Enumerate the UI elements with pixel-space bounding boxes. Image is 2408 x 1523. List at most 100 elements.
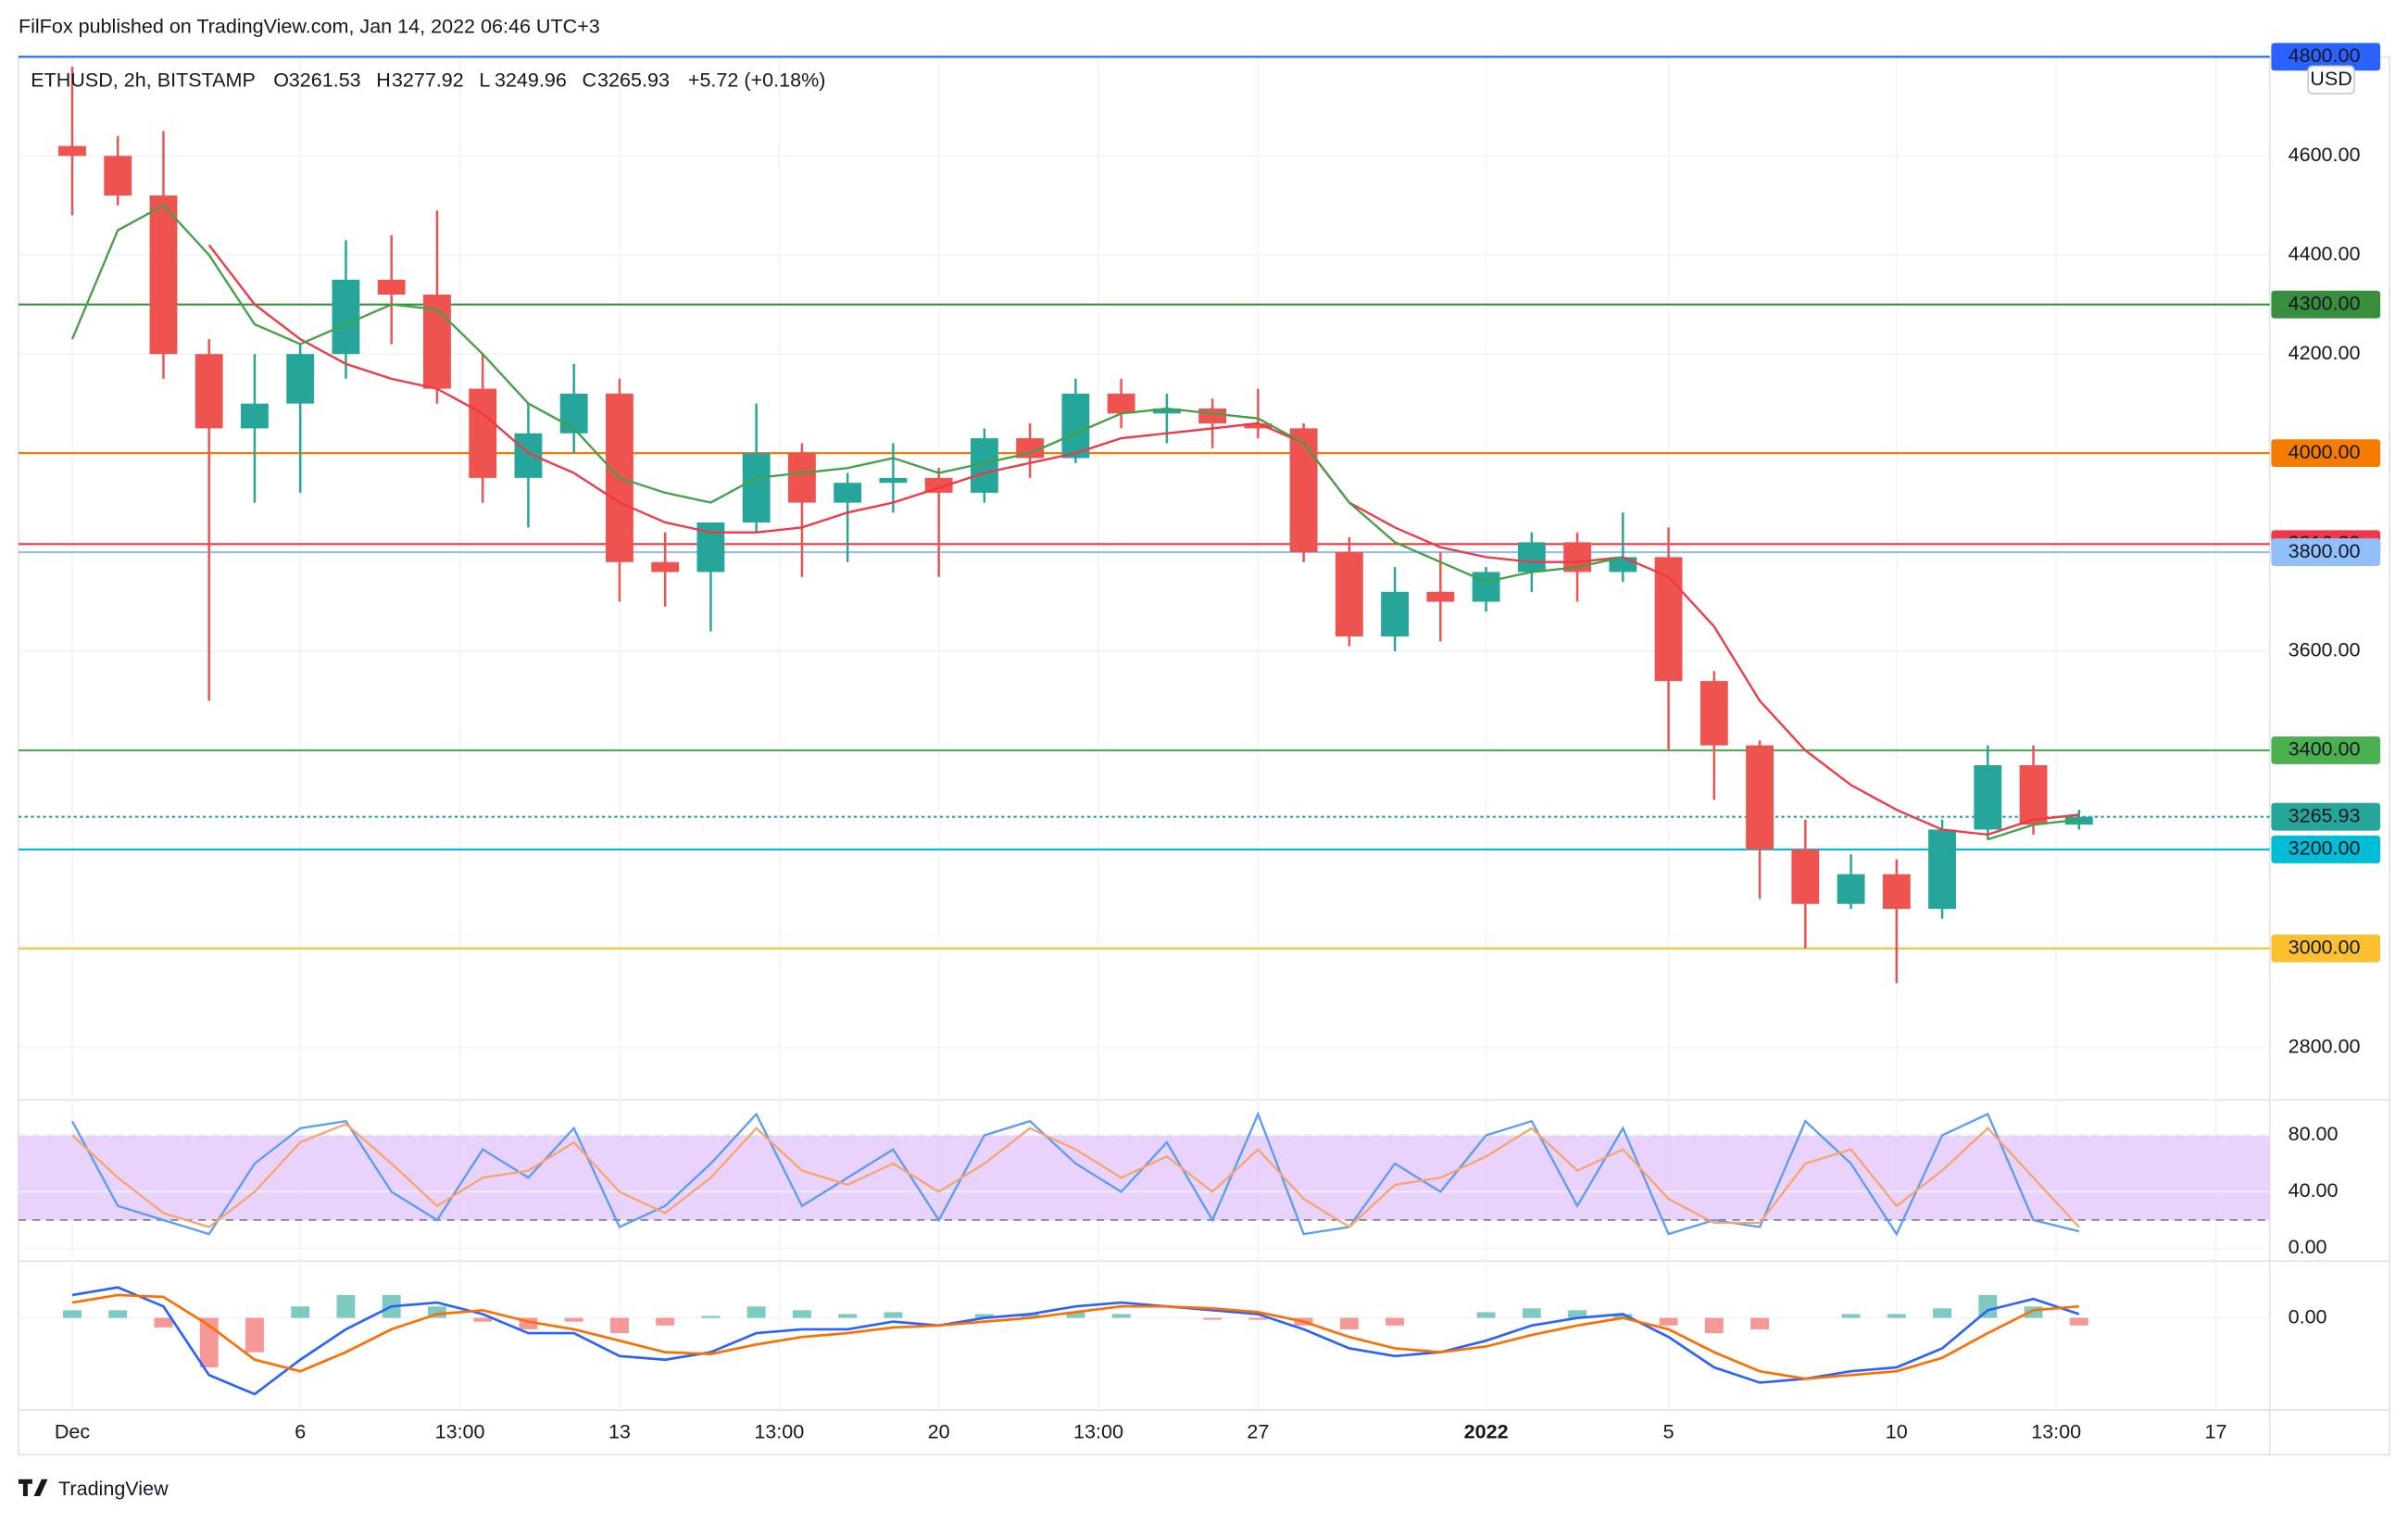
level-label-bg — [2271, 43, 2381, 71]
macd-histogram-bar — [792, 1310, 811, 1318]
candle-body — [377, 279, 406, 296]
x-tick-label: Dec — [55, 1420, 91, 1443]
candle-body — [1016, 438, 1045, 459]
macd-histogram-bar — [336, 1294, 356, 1318]
candle-body — [1746, 745, 1774, 850]
candle-body — [1517, 542, 1546, 573]
candle-body — [1837, 874, 1865, 904]
level-label-bg — [2271, 736, 2381, 764]
level-label: 3200.00 — [2289, 837, 2361, 860]
x-tick-label: 13:00 — [754, 1420, 804, 1443]
macd-histogram-bar — [1704, 1317, 1724, 1334]
quote-label: C — [582, 69, 596, 92]
y-tick-label: 3600.00 — [2289, 638, 2361, 661]
quote-value: 3277.92 — [392, 69, 464, 92]
candle-body — [149, 195, 178, 355]
level-label: 4800.00 — [2289, 44, 2361, 67]
quote-label: L — [479, 69, 490, 92]
macd-histogram-bar — [884, 1312, 903, 1318]
x-tick-label: 13:00 — [1073, 1420, 1123, 1443]
candle-body — [1244, 423, 1273, 429]
y-tick-label: 2800.00 — [2289, 1034, 2361, 1057]
moving-average — [70, 204, 2079, 841]
y-tick-label: 80.00 — [2289, 1122, 2339, 1145]
x-tick-label: 6 — [295, 1420, 306, 1443]
candle-body — [1335, 552, 1363, 636]
macd-histogram-bar — [1203, 1317, 1223, 1320]
candle-body — [469, 388, 497, 478]
level-label-bg — [2271, 934, 2381, 963]
macd-histogram-bar — [701, 1315, 721, 1318]
level-label: 3000.00 — [2289, 936, 2361, 959]
macd-histogram-bar — [1887, 1314, 1906, 1318]
macd-histogram-bar — [154, 1317, 173, 1328]
moving-average — [207, 244, 2079, 837]
candle-body — [58, 145, 86, 157]
logo: TradingView — [18, 1477, 169, 1500]
candle-body — [1152, 408, 1181, 414]
candle-body — [1472, 572, 1500, 602]
quote-label: H — [376, 69, 391, 92]
candle-body — [1198, 408, 1227, 424]
macd-histogram-bar — [1750, 1317, 1770, 1329]
quote-change: +5.72 (+0.18%) — [688, 69, 826, 92]
candle-body — [742, 453, 771, 522]
level-label: 4300.00 — [2289, 291, 2361, 314]
macd-histogram-bar — [1066, 1312, 1085, 1318]
stoch-band — [18, 1135, 2270, 1220]
macd-histogram-bar — [1339, 1317, 1359, 1329]
macd-histogram-bar — [1522, 1308, 1541, 1318]
macd-line — [71, 1293, 2079, 1380]
macd-histogram-bar — [974, 1314, 994, 1318]
macd-histogram-bar — [609, 1317, 629, 1334]
candle-body — [286, 354, 315, 404]
x-tick-label: 2022 — [1464, 1420, 1509, 1443]
macd-histogram-bar — [1386, 1317, 1405, 1326]
macd-histogram-bar — [473, 1317, 493, 1322]
macd-line — [71, 1286, 2080, 1396]
level-label: 3800.00 — [2289, 539, 2361, 562]
published-note: FilFox published on TradingView.com, Jan… — [19, 15, 600, 38]
candle-body — [1928, 829, 1956, 910]
x-tick-label: 5 — [1663, 1420, 1674, 1443]
macd-histogram-bar — [245, 1317, 264, 1353]
candle-body — [559, 393, 588, 434]
quote-label: O — [273, 69, 289, 92]
level-label-bg — [2271, 439, 2381, 468]
candle-body — [1882, 874, 1911, 910]
macd-histogram-bar — [564, 1317, 583, 1322]
x-tick-label: 13:00 — [435, 1420, 485, 1443]
header: ETHUSD, 2h, BITSTAMP — [31, 69, 256, 92]
y-tick-label: 0.00 — [2289, 1235, 2327, 1258]
x-tick-label: 17 — [2205, 1420, 2227, 1443]
y-tick-label: 4400.00 — [2289, 242, 2361, 265]
grid — [18, 57, 2270, 1411]
currency-box — [2307, 65, 2355, 94]
macd-histogram-bar — [746, 1306, 766, 1318]
level-label-bg — [2271, 290, 2381, 319]
candle-body — [241, 403, 269, 429]
level-label: 3265.93 — [2289, 803, 2361, 826]
y-tick-label: 4600.00 — [2289, 143, 2361, 166]
macd-histogram-bar — [1111, 1314, 1131, 1318]
candle-body — [514, 433, 543, 478]
level-label: 4000.00 — [2289, 440, 2361, 463]
level-label-bg — [2271, 538, 2381, 566]
quote-value: 3249.96 — [495, 69, 567, 92]
candle-body — [1061, 393, 1090, 459]
macd-histogram-bar — [1978, 1294, 1998, 1318]
currency: USD — [2310, 67, 2352, 90]
candle-body — [194, 354, 223, 429]
candle-body — [651, 561, 680, 573]
x-tick-label: 27 — [1247, 1420, 1269, 1443]
x-tick-label: 10 — [1886, 1420, 1908, 1443]
y-tick-label: 0.00 — [2289, 1304, 2327, 1328]
quote-value: 3261.53 — [289, 69, 361, 92]
x-tick-label: 13 — [608, 1420, 631, 1443]
macd-histogram-bar — [291, 1306, 310, 1318]
axis: Dec 6 13 20 27 2022 5 10 17 13:00 13:00 13:00 13:00 4… — [55, 43, 2381, 1443]
level-label-bg — [2271, 802, 2381, 831]
candle-body — [1381, 591, 1410, 636]
macd-histogram-bar — [1841, 1314, 1861, 1318]
brand: TradingView — [58, 1477, 169, 1500]
